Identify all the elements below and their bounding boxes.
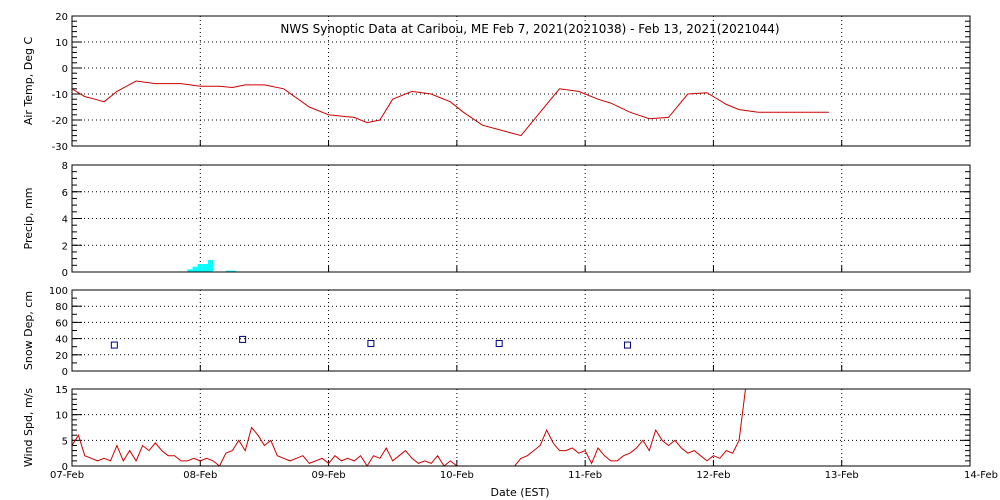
x-tick-label: 11-Feb bbox=[568, 470, 602, 481]
y-tick-label: 6 bbox=[62, 188, 68, 199]
x-tick-label: 10-Feb bbox=[440, 470, 474, 481]
y-tick-label: 0 bbox=[62, 462, 68, 473]
y-tick-label: 100 bbox=[49, 286, 68, 297]
panel-frame bbox=[71, 15, 971, 147]
y-tick-label: 15 bbox=[55, 385, 68, 396]
data-snow-depth bbox=[110, 335, 631, 349]
series-line bbox=[72, 426, 458, 466]
precip-bar bbox=[202, 263, 208, 272]
y-tick-label: 2 bbox=[62, 241, 68, 252]
y-tick-label: 0 bbox=[62, 64, 68, 75]
panel-air-temp: 20 10 0 -10 -20 -30 Air Temp, Deg C bbox=[22, 12, 971, 153]
y-axis-label: Air Temp, Deg C bbox=[22, 37, 35, 126]
precip-bar bbox=[197, 263, 203, 272]
y-tick-label: 5 bbox=[62, 436, 68, 447]
y-tick-label: 8 bbox=[62, 161, 68, 172]
panel-frame bbox=[71, 289, 971, 372]
snow-depth-point bbox=[367, 339, 375, 347]
x-tick-label: 07-Feb bbox=[50, 470, 84, 481]
y-tick-label: 20 bbox=[55, 12, 68, 23]
precip-bar bbox=[225, 270, 232, 272]
data-wind-speed bbox=[72, 389, 747, 466]
chart-title: NWS Synoptic Data at Caribou, ME Feb 7, … bbox=[280, 22, 779, 36]
series-line bbox=[72, 80, 829, 137]
y-tick-label: 60 bbox=[55, 318, 68, 329]
snow-depth-point bbox=[623, 341, 631, 349]
data-precip bbox=[187, 259, 237, 272]
x-tick-label: 08-Feb bbox=[183, 470, 217, 481]
y-tick-label: 4 bbox=[62, 215, 68, 226]
y-tick-label: -30 bbox=[52, 142, 68, 153]
y-axis-label: Precip, mm bbox=[22, 188, 35, 250]
x-tick-label: 12-Feb bbox=[696, 470, 730, 481]
x-tick-label: 09-Feb bbox=[312, 470, 346, 481]
series-line bbox=[514, 389, 747, 466]
y-tick-label: 20 bbox=[55, 351, 68, 362]
snow-depth-point bbox=[239, 335, 247, 343]
y-tick-label: 80 bbox=[55, 302, 68, 313]
data-air-temp bbox=[72, 80, 829, 137]
panel-frame bbox=[71, 164, 971, 273]
x-axis-title: Date (EST) bbox=[490, 486, 549, 499]
x-axis: 07-Feb 08-Feb 09-Feb 10-Feb 11-Feb 12-Feb 13-F… bbox=[50, 470, 998, 481]
snow-depth-point bbox=[110, 341, 118, 349]
y-tick-label: 10 bbox=[55, 411, 68, 422]
y-tick-label: -20 bbox=[52, 116, 68, 127]
panel-wind-speed: 15 10 5 0 Wind Spd, m/s bbox=[22, 385, 971, 473]
panel-snow-depth: 100 80 60 40 20 0 Snow Dep, cm bbox=[22, 286, 971, 378]
precip-bar bbox=[192, 266, 198, 272]
precip-bar bbox=[187, 269, 193, 272]
y-tick-label: 40 bbox=[55, 335, 68, 346]
y-axis-label: Wind Spd, m/s bbox=[22, 388, 35, 468]
snow-depth-point bbox=[495, 339, 503, 347]
panel-frame bbox=[71, 388, 971, 467]
panel-precip: 8 6 4 2 0 Precip, mm bbox=[22, 161, 971, 279]
x-tick-label: 13-Feb bbox=[825, 470, 859, 481]
precip-bar bbox=[207, 259, 214, 272]
y-tick-label: 0 bbox=[62, 268, 68, 279]
x-tick-label: 14-Feb bbox=[964, 470, 998, 481]
y-tick-label: 10 bbox=[55, 38, 68, 49]
y-tick-label: -10 bbox=[52, 90, 68, 101]
y-axis-label: Snow Dep, cm bbox=[22, 291, 35, 370]
y-tick-label: 0 bbox=[62, 367, 68, 378]
precip-bar bbox=[231, 270, 237, 272]
